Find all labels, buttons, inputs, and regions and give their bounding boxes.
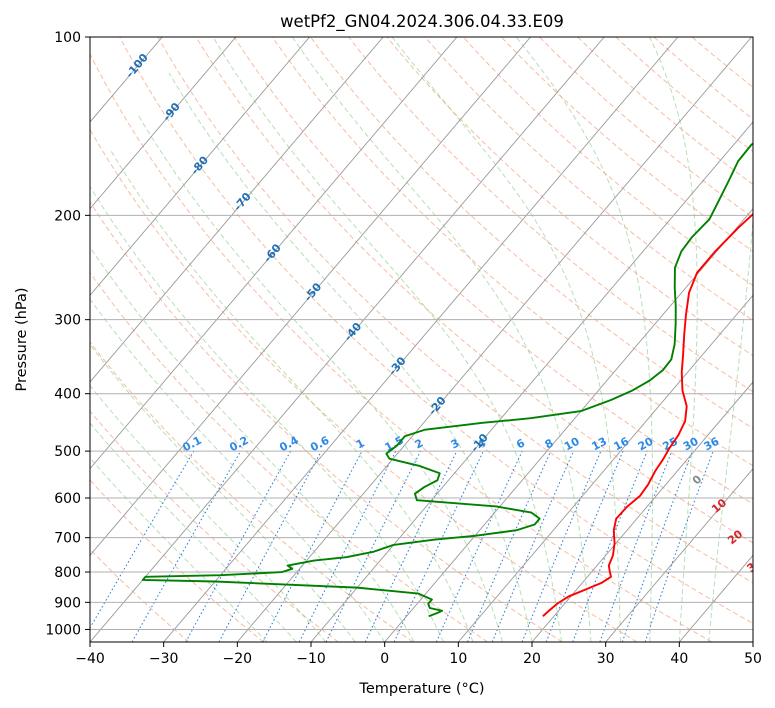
temperature-trace bbox=[542, 212, 753, 617]
x-tick-label: 20 bbox=[523, 651, 541, 667]
dry-adiabat-line bbox=[157, 37, 753, 584]
moist-adiabat-line bbox=[90, 246, 415, 642]
mixing-ratio-label: 20 bbox=[636, 435, 656, 454]
x-tick-label: −10 bbox=[296, 651, 326, 667]
moist-adiabat-line bbox=[90, 343, 356, 642]
isotherm-line bbox=[163, 37, 679, 642]
dry-adiabat-line bbox=[195, 37, 753, 544]
y-tick-label: 1000 bbox=[45, 622, 81, 638]
dry-adiabat-line bbox=[90, 53, 712, 642]
x-tick-label: −30 bbox=[149, 651, 179, 667]
dry-adiabat-line bbox=[90, 128, 638, 642]
dry-adiabat-line bbox=[119, 37, 753, 625]
dry-adiabat-line bbox=[462, 37, 753, 287]
isotherm-line bbox=[90, 37, 605, 642]
isotherm-line bbox=[90, 37, 384, 383]
x-axis-ticks: −40 −30 −20 −10 0 10 20 30 40 50 bbox=[75, 642, 762, 667]
isotherm-line bbox=[90, 37, 531, 557]
mixing-ratio-label: 36 bbox=[702, 435, 722, 454]
sounding-traces bbox=[141, 142, 753, 618]
mixing-ratio-line bbox=[467, 450, 552, 642]
mixing-ratio-line bbox=[364, 450, 458, 642]
isotherm-line bbox=[90, 37, 310, 297]
moist-adiabats bbox=[90, 37, 753, 642]
y-axis-label: Pressure (hPa) bbox=[14, 287, 30, 391]
isotherm-line bbox=[236, 37, 752, 642]
moist-adiabat-line bbox=[168, 72, 533, 642]
isotherms bbox=[90, 37, 753, 642]
isotherm-line bbox=[90, 37, 237, 210]
x-tick-label: −40 bbox=[75, 651, 105, 667]
x-tick-label: 10 bbox=[449, 651, 467, 667]
mixing-ratio-label: 16 bbox=[612, 435, 632, 454]
isotherm-line bbox=[384, 207, 753, 642]
dry-adiabat-line bbox=[310, 37, 753, 430]
x-tick-label: 50 bbox=[744, 651, 762, 667]
plot-frame bbox=[89, 36, 754, 643]
moist-adiabat-line bbox=[90, 384, 327, 642]
x-tick-label: 0 bbox=[380, 651, 389, 667]
moist-adiabat-line bbox=[90, 298, 386, 642]
mixing-ratio-line bbox=[90, 450, 195, 629]
pressure-gridlines bbox=[90, 37, 753, 630]
mixing-ratio-line bbox=[621, 450, 693, 642]
y-tick-label: 400 bbox=[54, 387, 81, 403]
dry-adiabats bbox=[90, 37, 753, 642]
dry-adiabat-line bbox=[90, 479, 264, 642]
y-tick-label: 600 bbox=[54, 491, 81, 507]
dry-adiabat-line bbox=[615, 37, 753, 153]
mixing-ratio-line bbox=[185, 450, 292, 642]
moist-adiabat-line bbox=[391, 37, 621, 642]
y-tick-label: 300 bbox=[54, 313, 81, 329]
y-tick-label: 200 bbox=[54, 208, 81, 224]
mixing-ratio-lines bbox=[90, 450, 714, 642]
mixing-ratio-line bbox=[131, 450, 242, 642]
isotherm-line bbox=[605, 467, 753, 642]
moist-adiabat-line bbox=[515, 37, 653, 642]
mixing-ratio-line bbox=[218, 450, 322, 642]
dry-adiabat-label: 30 bbox=[744, 555, 764, 575]
chart-title: wetPf2_GN04.2024.306.04.33.E09 bbox=[280, 12, 564, 32]
moist-adiabat-line bbox=[90, 457, 268, 642]
x-tick-label: 40 bbox=[670, 651, 688, 667]
dry-adiabat-line bbox=[539, 37, 753, 219]
x-tick-label: −20 bbox=[223, 651, 253, 667]
mixing-ratio-label: 10 bbox=[562, 435, 582, 454]
moist-adiabat-line bbox=[212, 37, 562, 642]
moist-adiabat-line bbox=[291, 37, 592, 642]
dry-adiabat-line bbox=[386, 37, 753, 357]
y-tick-label: 500 bbox=[54, 444, 81, 460]
isotherm-line bbox=[531, 381, 753, 642]
x-tick-label: 30 bbox=[597, 651, 615, 667]
mixing-ratio-line bbox=[435, 450, 523, 642]
dewpoint-trace bbox=[141, 142, 753, 618]
mixing-ratio-line bbox=[644, 450, 714, 642]
dry-adiabat-line bbox=[90, 341, 414, 642]
dry-adiabat-line bbox=[424, 37, 753, 321]
moist-adiabat-line bbox=[90, 185, 445, 642]
isotherm-line bbox=[90, 37, 458, 470]
y-tick-label: 700 bbox=[54, 531, 81, 547]
isotherm-line bbox=[457, 294, 753, 642]
moist-adiabat-line bbox=[137, 113, 504, 642]
mixing-ratio-line bbox=[491, 450, 574, 642]
y-tick-label: 800 bbox=[54, 565, 81, 581]
mixing-ratio-label: 30 bbox=[681, 435, 701, 454]
dry-adiabat-line bbox=[577, 37, 753, 185]
x-axis-label: Temperature (°C) bbox=[358, 681, 484, 697]
isotherm-line bbox=[310, 121, 753, 642]
mixing-ratio-label: 13 bbox=[589, 435, 609, 454]
dry-adiabat-line bbox=[500, 37, 753, 252]
mixing-ratio-line bbox=[325, 450, 422, 642]
mixing-ratio-line bbox=[393, 450, 484, 642]
y-tick-label: 900 bbox=[54, 595, 81, 611]
y-axis-ticks: 100 200 300 400 500 600 700 800 900 1000 bbox=[45, 30, 90, 638]
y-tick-label: 100 bbox=[54, 30, 81, 46]
